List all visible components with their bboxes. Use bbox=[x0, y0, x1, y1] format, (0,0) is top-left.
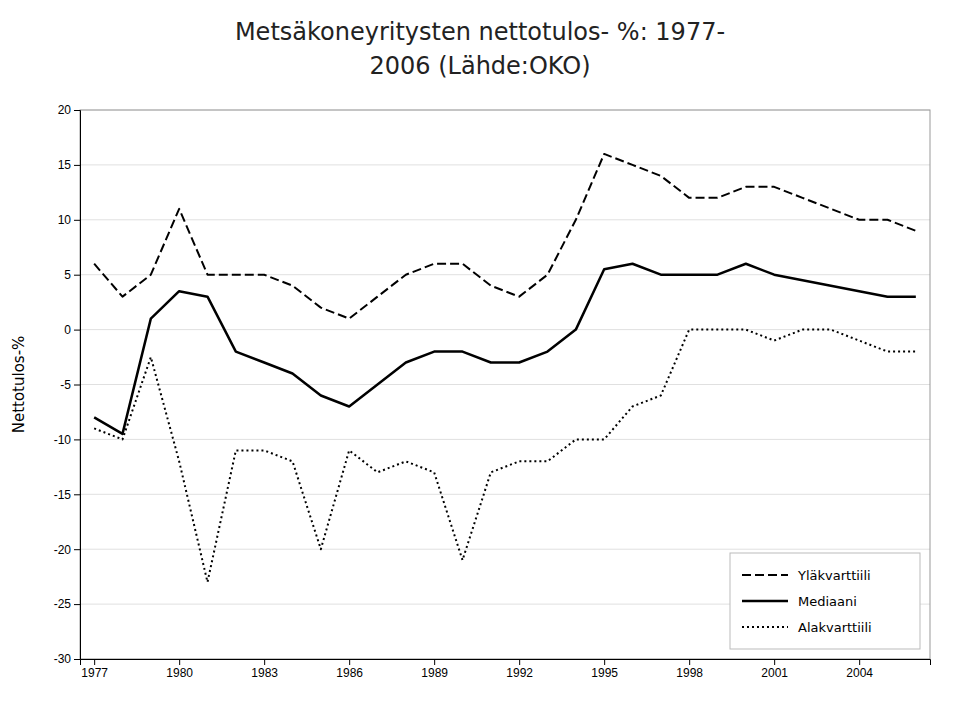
tick-mark bbox=[74, 275, 80, 276]
tick: 1983 bbox=[251, 659, 278, 680]
legend-swatch bbox=[742, 574, 788, 576]
tick: 10 bbox=[58, 213, 80, 227]
tick-label: -30 bbox=[54, 652, 72, 666]
tick-label: 1995 bbox=[591, 666, 618, 680]
grid-line bbox=[80, 164, 930, 165]
legend-swatch bbox=[742, 626, 788, 628]
title: Metsäkoneyritysten nettotulos- %: 1977- bbox=[235, 18, 725, 46]
tick: -5 bbox=[60, 378, 80, 392]
legend-label: Alakvarttiili bbox=[798, 620, 872, 635]
legend-swatch bbox=[742, 600, 788, 603]
tick-mark bbox=[74, 439, 80, 440]
tick-mark bbox=[74, 330, 80, 331]
tick-label: 2001 bbox=[761, 666, 788, 680]
legend: Yläkvarttiili Mediaani Alakvarttiili bbox=[730, 553, 920, 649]
axis-line bbox=[74, 111, 81, 660]
tick-label: 1983 bbox=[251, 666, 278, 680]
tick-mark bbox=[74, 165, 80, 166]
grid-line bbox=[80, 219, 930, 220]
plot: 1977 1980 1983 1986 1989 1992 1995 1998 2001 2004… bbox=[54, 103, 931, 679]
tick: 1998 bbox=[676, 659, 703, 680]
grid-line bbox=[80, 384, 930, 385]
tick-label: -5 bbox=[60, 378, 71, 392]
tick-mark bbox=[774, 659, 775, 665]
tick: 2004 bbox=[846, 659, 873, 680]
plot-frame bbox=[80, 110, 930, 659]
series-line bbox=[94, 264, 916, 434]
tick-mark bbox=[689, 659, 690, 665]
tick-mark bbox=[264, 659, 265, 665]
tick: 1980 bbox=[166, 659, 193, 680]
tick-label: 1998 bbox=[676, 666, 703, 680]
tick-label: -25 bbox=[54, 597, 72, 611]
tick-mark bbox=[74, 604, 80, 605]
series-line bbox=[94, 330, 916, 583]
tick-mark bbox=[74, 659, 80, 660]
legend-label: Mediaani bbox=[798, 594, 857, 609]
tick-label: 0 bbox=[64, 323, 71, 337]
tick: -15 bbox=[54, 488, 80, 502]
tick-mark bbox=[604, 659, 605, 665]
tick-label: 1992 bbox=[506, 666, 533, 680]
tick: 0 bbox=[64, 323, 80, 337]
chart: Metsäkoneyritysten nettotulos- %: 1977- 2… bbox=[0, 0, 960, 709]
legend-frame bbox=[730, 553, 920, 649]
tick: -10 bbox=[54, 433, 80, 447]
tick-label: 15 bbox=[58, 158, 72, 172]
tick: -30 bbox=[54, 652, 80, 666]
tick-mark bbox=[74, 385, 80, 386]
tick: 20 bbox=[58, 103, 80, 117]
tick-label: -20 bbox=[54, 543, 72, 557]
tick-label: 2004 bbox=[846, 666, 873, 680]
tick-mark bbox=[94, 659, 95, 665]
tick: 1992 bbox=[506, 659, 533, 680]
tick-label: 1980 bbox=[166, 666, 193, 680]
tick: 2001 bbox=[761, 659, 788, 680]
tick: 1986 bbox=[336, 659, 363, 680]
tick: 1989 bbox=[421, 659, 448, 680]
tick-mark bbox=[74, 220, 80, 221]
tick-label: -15 bbox=[54, 488, 72, 502]
tick-mark bbox=[349, 659, 350, 665]
grid-line bbox=[80, 439, 930, 440]
tick-label: 20 bbox=[58, 103, 72, 117]
tick-mark bbox=[519, 659, 520, 665]
tick: 5 bbox=[64, 268, 80, 282]
y-grid bbox=[80, 110, 930, 659]
legend-label: Yläkvarttiili bbox=[797, 568, 871, 583]
tick-mark bbox=[74, 494, 80, 495]
tick: 15 bbox=[58, 158, 80, 172]
tick-label: 1989 bbox=[421, 666, 448, 680]
tick: -25 bbox=[54, 597, 80, 611]
lines bbox=[94, 154, 916, 582]
tick-label: 5 bbox=[64, 268, 71, 282]
tick-label: 10 bbox=[58, 213, 72, 227]
y-axis: -30 -25 -20 -15 -10 -5 0 5 10 15 20 bbox=[54, 103, 81, 666]
tick-mark bbox=[74, 110, 80, 111]
axis-line bbox=[81, 660, 931, 666]
x-axis: 1977 1980 1983 1986 1989 1992 1995 1998 2001 2004 bbox=[81, 659, 931, 680]
tick: -20 bbox=[54, 543, 80, 557]
grid-line bbox=[80, 549, 930, 550]
y-axis-label: Nettotulos-% bbox=[10, 336, 28, 434]
series-line bbox=[94, 154, 916, 319]
tick: 1995 bbox=[591, 659, 618, 680]
tick-mark bbox=[434, 659, 435, 665]
subtitle: 2006 (Lähde:OKO) bbox=[369, 52, 590, 80]
tick-label: -10 bbox=[54, 433, 72, 447]
tick: 1977 bbox=[81, 659, 108, 680]
tick-label: 1977 bbox=[81, 666, 108, 680]
grid-line bbox=[80, 494, 930, 495]
tick-mark bbox=[179, 659, 180, 665]
tick-mark bbox=[74, 549, 80, 550]
tick-label: 1986 bbox=[336, 666, 363, 680]
tick-mark bbox=[859, 659, 860, 665]
